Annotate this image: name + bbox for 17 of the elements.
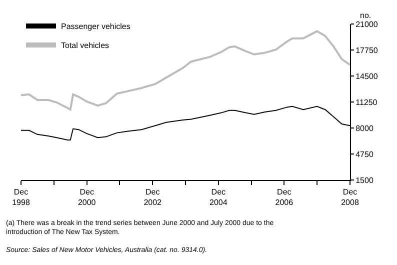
line-series bbox=[21, 30, 350, 111]
legend-label: Passenger vehicles bbox=[61, 22, 130, 32]
y-tick-label: 17750 bbox=[356, 46, 378, 55]
x-tick-label: Dec 2002 bbox=[144, 188, 162, 207]
y-tick-label: 4750 bbox=[356, 150, 374, 159]
legend-label: Total vehicles bbox=[61, 41, 110, 50]
x-tick-label: Dec 2004 bbox=[210, 188, 228, 207]
x-tick-label: Dec 2000 bbox=[78, 188, 96, 207]
y-tick-label: 11250 bbox=[356, 98, 378, 107]
x-tick-label: Dec 1998 bbox=[12, 188, 30, 207]
x-tick-label: Dec 2008 bbox=[341, 188, 360, 207]
x-tick-label: Dec 2006 bbox=[275, 188, 294, 207]
y-axis-title: no. bbox=[360, 11, 372, 20]
y-tick-label: 14500 bbox=[356, 72, 378, 81]
y-tick-label: 8000 bbox=[356, 124, 374, 133]
y-tick-label: 1500 bbox=[356, 176, 374, 185]
y-tick-label: 21000 bbox=[356, 20, 378, 29]
